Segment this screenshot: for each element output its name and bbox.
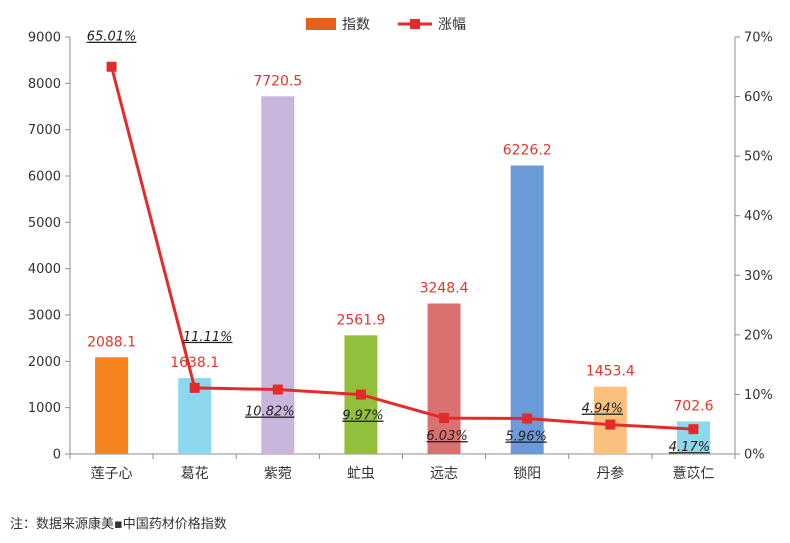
y-right-tick-label: 0%: [744, 448, 765, 463]
axes: 0 1000 2000 3000 4000 5000 6000 7000 8000 9000 0% 1…: [28, 31, 773, 483]
x-tick-label: 薏苡仁: [672, 466, 714, 482]
y-left-tick-label: 8000: [28, 77, 61, 92]
line-series: [106, 61, 699, 435]
legend: 指数 涨幅: [306, 17, 466, 33]
bar-value-label: 6226.2: [503, 143, 552, 159]
bar: [427, 303, 461, 454]
line-value-label: 11.11%: [183, 330, 233, 345]
legend-swatch-marker: [410, 19, 420, 29]
bar-labels: 2088.1 1638.1 7720.5 2561.9 3248.4 6226.2 1453…: [87, 73, 714, 414]
bar-value-label: 7720.5: [253, 73, 302, 89]
y-left-tick-label: 6000: [28, 170, 61, 185]
y-left-tick-label: 1000: [28, 401, 61, 416]
bar-value-label: 2088.1: [87, 334, 136, 350]
y-left-tick-label: 2000: [28, 355, 61, 370]
y-right-tick-label: 20%: [744, 328, 773, 343]
y-right-tick-label: 30%: [744, 269, 773, 284]
bar-value-label: 2561.9: [336, 312, 385, 328]
legend-label-line: 涨幅: [438, 17, 466, 33]
line-path: [110, 66, 694, 431]
y-right-tick-label: 40%: [744, 209, 773, 224]
line-marker: [106, 61, 117, 72]
x-tick-label: 莲子心: [91, 466, 133, 482]
line-value-label: 65.01%: [87, 30, 137, 45]
line-value-label: 4.94%: [582, 402, 623, 417]
x-tick-label: 远志: [430, 466, 458, 482]
line-value-label: 9.97%: [342, 409, 383, 424]
line-marker: [272, 384, 283, 395]
bar-value-label: 1638.1: [170, 355, 219, 371]
x-tick-label: 葛花: [181, 466, 209, 482]
bar: [95, 357, 129, 454]
bar: [261, 96, 295, 454]
line-value-label: 4.17%: [669, 440, 710, 455]
y-left-tick-label: 3000: [28, 309, 61, 324]
line-marker: [439, 413, 450, 424]
y-left-tick-label: 0: [53, 448, 61, 463]
bar-series: [95, 96, 710, 454]
bar-value-label: 3248.4: [420, 280, 469, 296]
bar: [510, 165, 544, 454]
bar-value-label: 702.6: [673, 398, 713, 414]
line-labels: 65.01% 11.11% 10.82% 9.97% 6.03% 5.96% 4.94% 4.…: [87, 30, 710, 455]
line-marker: [688, 424, 699, 435]
y-right-tick-label: 70%: [744, 31, 773, 46]
line-marker: [522, 413, 533, 424]
footnote: 注：数据来源康美▪中国药材价格指数: [10, 517, 227, 532]
line-marker: [605, 419, 616, 430]
y-right-tick-label: 10%: [744, 388, 773, 403]
line-value-label: 6.03%: [426, 429, 467, 444]
x-tick-label: 丹参: [596, 465, 624, 482]
line-marker: [189, 382, 200, 393]
x-tick-label: 紫菀: [264, 466, 292, 482]
x-tick-label: 锁阳: [513, 466, 541, 482]
y-right-tick-label: 50%: [744, 150, 773, 165]
legend-swatch-bar: [306, 18, 336, 30]
legend-label-bar: 指数: [342, 17, 370, 33]
y-right-tick-label: 60%: [744, 90, 773, 105]
bar-value-label: 1453.4: [586, 364, 635, 380]
x-tick-label: 虻虫: [347, 466, 375, 482]
y-left-tick-label: 5000: [28, 216, 61, 231]
y-left-tick-label: 9000: [28, 31, 61, 46]
y-left-tick-label: 7000: [28, 123, 61, 138]
line-marker: [355, 389, 366, 400]
line-value-label: 5.96%: [506, 429, 547, 444]
y-left-tick-label: 4000: [28, 262, 61, 277]
line-value-label: 10.82%: [245, 405, 295, 420]
